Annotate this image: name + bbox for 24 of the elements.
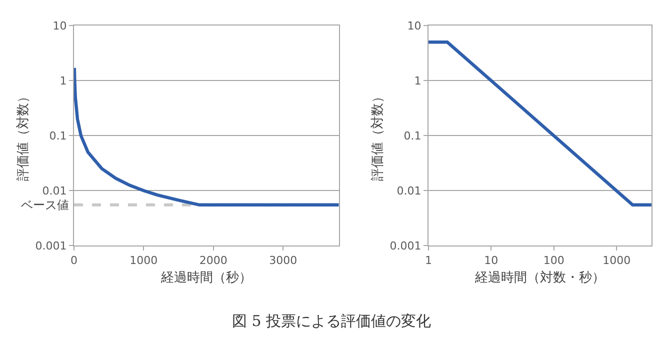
x-axis-title: 経過時間（対数・秒）	[474, 269, 605, 286]
y-axis-title: 評価値（対数）	[370, 90, 386, 182]
x-tick-label: 1000	[130, 254, 158, 267]
y-tick-label: 0.001	[35, 239, 67, 252]
caption: 図 5 投票による評価値の変化	[232, 312, 432, 330]
y-tick-label: 0.01	[42, 184, 67, 198]
y-tick-label: 0.01	[396, 184, 422, 198]
y-tick-label: 10	[407, 19, 422, 32]
x-tick-label: 10	[484, 254, 498, 267]
x-tick-label: 100	[543, 254, 564, 267]
x-tick-label: 0	[70, 254, 78, 267]
y-tick-label: 1	[414, 74, 422, 88]
ref-line-label: ベース値	[21, 198, 69, 212]
y-tick-label: 10	[52, 19, 67, 32]
x-tick-label: 1000	[602, 254, 631, 267]
y-axis-title: 評価値（対数）	[15, 90, 32, 182]
y-tick-label: 0.001	[390, 239, 422, 252]
y-tick-label: 0.1	[404, 129, 422, 142]
y-tick-label: 1	[60, 74, 67, 88]
y-tick-label: 0.1	[49, 129, 67, 142]
x-tick-label: 3000	[269, 254, 298, 267]
x-tick-label: 1	[424, 254, 432, 267]
x-tick-label: 2000	[199, 254, 228, 267]
x-axis-title: 経過時間（秒）	[160, 270, 252, 286]
